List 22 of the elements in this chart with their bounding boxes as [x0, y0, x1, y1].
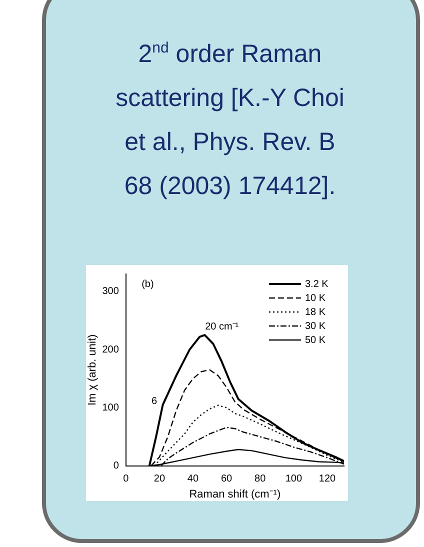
x-tick-label: 40: [187, 474, 199, 485]
y-axis-title: Im χ (arb. unit): [86, 334, 99, 406]
chart-title: 2$^{nd}$ order Raman scattering [K.-Y Choi et al., Phys. Rev. B 68 (2003) 174412].: [114, 38, 346, 202]
annotation: (b): [142, 279, 154, 290]
x-tick-label: 120: [318, 474, 336, 485]
y-tick-label: 200: [102, 344, 120, 356]
annotation: 6: [151, 396, 158, 408]
legend-label: 30 K: [305, 320, 326, 332]
annotation: 20 cm⁻¹: [205, 321, 240, 332]
x-tick-label: 60: [220, 474, 233, 485]
x-tick-label: 100: [285, 474, 302, 485]
legend-label: 50 K: [305, 334, 326, 346]
x-tick-label: 0: [123, 474, 130, 485]
x-tick-label: 20: [154, 474, 166, 485]
legend-label: 10 K: [305, 292, 326, 304]
x-axis-title: Raman shift (cm⁻¹): [189, 488, 281, 500]
y-tick-label: 300: [102, 286, 120, 298]
legend-label: 3.2 K: [305, 278, 329, 290]
legend-label: 18 K: [305, 306, 326, 318]
y-tick-label: 100: [102, 402, 120, 414]
x-tick-label: 80: [254, 474, 266, 485]
y-tick-label: 0: [113, 460, 120, 472]
